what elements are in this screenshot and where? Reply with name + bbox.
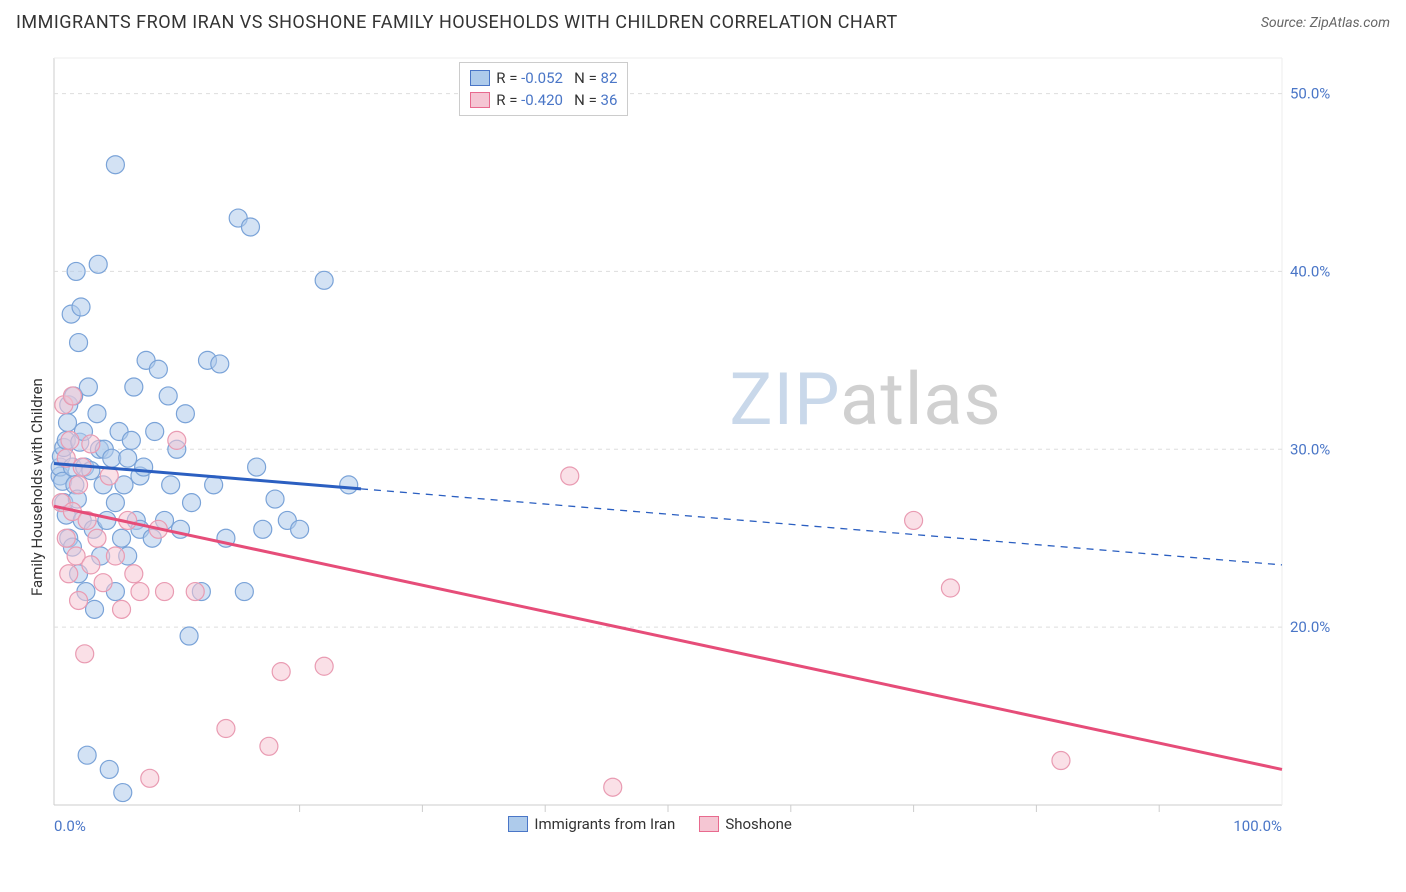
legend-text: R = -0.420 N = 36 [496, 89, 617, 111]
series-legend: Immigrants from Iran Shoshone [508, 815, 792, 833]
legend-swatch [470, 92, 490, 108]
legend-swatch [470, 70, 490, 86]
legend-row: R = -0.420 N = 36 [470, 89, 617, 111]
y-axis-label: Family Households with Children [28, 378, 46, 596]
legend-swatch [699, 816, 719, 832]
legend-swatch [508, 816, 528, 832]
legend-label: Shoshone [725, 815, 792, 833]
svg-text:40.0%: 40.0% [1290, 262, 1330, 280]
svg-text:20.0%: 20.0% [1290, 618, 1330, 636]
legend-text: R = -0.052 N = 82 [496, 67, 617, 89]
svg-text:50.0%: 50.0% [1290, 85, 1330, 103]
scatter-chart: 20.0% 30.0% 40.0% 50.0% 0.0% 100.0% [16, 50, 1346, 845]
svg-text:30.0%: 30.0% [1290, 440, 1330, 458]
svg-text:100.0%: 100.0% [1233, 817, 1282, 835]
svg-text:0.0%: 0.0% [54, 817, 86, 835]
chart-container: 20.0% 30.0% 40.0% 50.0% 0.0% 100.0% Family Ho… [16, 50, 1390, 876]
legend-item: Shoshone [699, 815, 792, 833]
legend-label: Immigrants from Iran [534, 815, 675, 833]
legend-item: Immigrants from Iran [508, 815, 675, 833]
page-title: IMMIGRANTS FROM IRAN VS SHOSHONE FAMILY … [16, 12, 898, 33]
correlation-legend: R = -0.052 N = 82R = -0.420 N = 36 [459, 62, 628, 116]
legend-row: R = -0.052 N = 82 [470, 67, 617, 89]
source-attribution: Source: ZipAtlas.com [1261, 15, 1390, 31]
